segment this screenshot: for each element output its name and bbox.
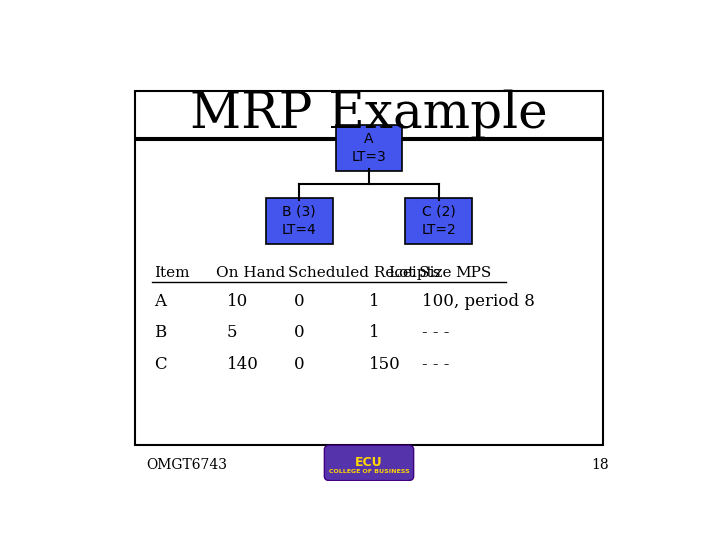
FancyBboxPatch shape — [336, 125, 402, 171]
FancyBboxPatch shape — [405, 198, 472, 244]
Text: Lot Size: Lot Size — [389, 266, 451, 280]
Text: 10: 10 — [227, 293, 248, 310]
Text: Item: Item — [154, 266, 189, 280]
Text: Scheduled Receipts: Scheduled Receipts — [288, 266, 441, 280]
Text: COLLEGE OF BUSINESS: COLLEGE OF BUSINESS — [328, 469, 410, 474]
FancyBboxPatch shape — [266, 198, 333, 244]
FancyBboxPatch shape — [324, 446, 413, 481]
Text: 1: 1 — [369, 325, 379, 341]
Text: On Hand: On Hand — [215, 266, 285, 280]
Text: 100, period 8: 100, period 8 — [422, 293, 535, 310]
Text: 150: 150 — [369, 356, 401, 373]
Text: ECU: ECU — [355, 456, 383, 469]
Text: B (3)
LT=4: B (3) LT=4 — [282, 205, 317, 237]
Text: MPS: MPS — [456, 266, 492, 280]
Text: MRP Example: MRP Example — [190, 89, 548, 139]
Text: 0: 0 — [294, 356, 305, 373]
Text: - - -: - - - — [422, 325, 449, 341]
FancyBboxPatch shape — [135, 140, 603, 446]
Text: C: C — [154, 356, 167, 373]
Text: 1: 1 — [369, 293, 379, 310]
Text: 5: 5 — [227, 325, 237, 341]
Text: 140: 140 — [227, 356, 258, 373]
Text: OMGT6743: OMGT6743 — [145, 458, 227, 472]
Text: 0: 0 — [294, 325, 305, 341]
Text: A: A — [154, 293, 166, 310]
FancyBboxPatch shape — [135, 91, 603, 138]
Text: B: B — [154, 325, 166, 341]
Text: C (2)
LT=2: C (2) LT=2 — [421, 205, 456, 237]
Text: A
LT=3: A LT=3 — [351, 132, 387, 164]
Text: - - -: - - - — [422, 356, 449, 373]
Text: 0: 0 — [294, 293, 305, 310]
Text: 18: 18 — [591, 458, 609, 472]
